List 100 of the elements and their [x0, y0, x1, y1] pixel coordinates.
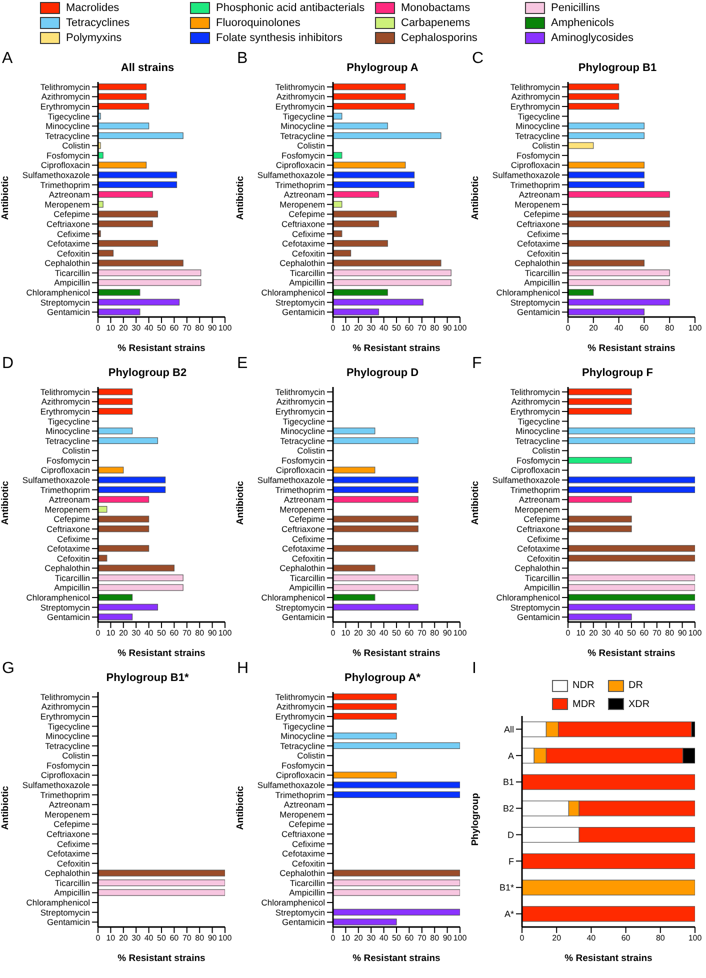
y-tick-label: Minocycline: [280, 731, 326, 742]
bar: [568, 298, 670, 306]
y-tick-label: A*: [504, 909, 514, 920]
y-tick-label: Streptomycin: [275, 602, 326, 612]
bar: [568, 181, 644, 188]
y-tick-label: Cefotaxime: [282, 848, 326, 859]
x-tick-label: 70: [182, 628, 192, 638]
legend-label: DR: [628, 680, 643, 692]
y-tick-label: Erythromycin: [510, 101, 560, 112]
bar: [568, 142, 594, 149]
bar: [333, 210, 397, 218]
bar: [568, 162, 644, 168]
x-tick-label: 70: [417, 934, 427, 943]
y-tick-label: Telithromycin: [40, 692, 90, 702]
bar: [333, 250, 352, 257]
y-tick-label: Cefotaxime: [517, 238, 560, 249]
y-tick-label: Cefoxitin: [526, 553, 560, 564]
x-tick-label: 30: [132, 628, 142, 638]
bar: [98, 428, 133, 434]
y-tick-label: Aztreonam: [518, 494, 560, 505]
bar: [98, 240, 158, 247]
x-tick-label: 50: [392, 628, 402, 638]
y-tick-label: Sulfamethoxazole: [492, 170, 560, 180]
x-tick-label: 80: [430, 628, 440, 638]
y-tick-label: Sulfamethoxazole: [492, 475, 560, 486]
y-tick-label: Azithromycin: [41, 396, 90, 407]
bar: [568, 132, 644, 140]
y-tick-label: Sulfamethoxazole: [22, 170, 90, 180]
x-tick-label: 60: [404, 934, 414, 943]
y-axis-title: Antibiotic: [470, 480, 482, 524]
y-tick-label: Aztreonam: [284, 494, 325, 505]
legend-label: Folate synthesis inhibitors: [216, 32, 343, 44]
x-tick-label: 80: [665, 324, 675, 333]
x-tick-label: 30: [366, 628, 376, 638]
y-tick-label: Cefepime: [54, 819, 90, 830]
x-axis-title: % Resistant strains: [118, 343, 206, 354]
y-tick-label: Gentamicin: [47, 612, 90, 622]
y-tick-label: Streptomycin: [40, 297, 90, 308]
x-tick-label: 70: [182, 324, 192, 333]
x-tick-label: 20: [118, 324, 128, 333]
y-tick-label: Aztreonam: [48, 494, 90, 505]
x-tick-label: 20: [588, 628, 598, 638]
y-tick-label: Minocycline: [46, 426, 90, 436]
y-tick-label: Ampicillin: [289, 582, 326, 593]
y-tick-label: Gentamicin: [517, 612, 560, 622]
x-tick-label: 60: [640, 324, 650, 333]
y-tick-label: Colistin: [62, 140, 90, 151]
y-tick-label: Cefixime: [526, 534, 560, 544]
bar: [98, 270, 202, 276]
chart-title: Phylogroup B2: [108, 367, 187, 379]
x-tick-label: 50: [627, 628, 636, 638]
y-tick-label: Ampicillin: [524, 278, 560, 288]
y-tick-label: Ciprofloxacin: [40, 770, 90, 780]
y-tick-label: Sulfamethoxazole: [257, 475, 326, 486]
x-tick-label: 80: [195, 628, 205, 638]
x-tick-label: 30: [602, 628, 612, 638]
y-tick-label: Telithromycin: [275, 82, 326, 92]
y-tick-label: Meropenem: [280, 809, 325, 820]
y-axis-title: Antibiotic: [235, 176, 247, 220]
bar: [568, 260, 644, 266]
y-tick-label: Minocycline: [46, 121, 90, 132]
x-axis-title: % Resistant strains: [588, 343, 676, 354]
y-tick-label: Chloramphenicol: [496, 288, 560, 298]
text: F: [472, 355, 482, 373]
y-tick-label: Trimethoprim: [40, 484, 90, 495]
y-tick-label: Meropenem: [280, 504, 325, 514]
y-tick-label: Ampicillin: [54, 582, 90, 593]
y-axis-title: Antibiotic: [235, 480, 247, 524]
y-tick-label: Gentamicin: [517, 307, 560, 318]
x-tick-label: 80: [430, 324, 440, 333]
bar: [98, 486, 166, 493]
bar: [98, 584, 184, 591]
x-axis-title: % Resistant strains: [564, 953, 652, 964]
y-tick-label: Gentamicin: [47, 917, 90, 928]
x-tick-label: 80: [656, 934, 666, 943]
y-tick-label: Meropenem: [44, 809, 90, 820]
x-tick-label: 20: [354, 628, 364, 638]
y-tick-label: Fosfomycin: [516, 150, 560, 160]
y-tick-label: Sulfamethoxazole: [257, 170, 326, 180]
y-tick-label: Tetracycline: [280, 740, 326, 751]
y-tick-label: Telithromycin: [510, 82, 560, 92]
y-axis-title: Antibiotic: [0, 176, 12, 220]
x-tick-label: 60: [170, 934, 180, 943]
x-tick-label: 20: [588, 324, 598, 333]
bar: [98, 594, 133, 601]
y-tick-label: Ticarcillin: [524, 268, 560, 278]
y-tick-label: Ticarcillin: [54, 268, 90, 278]
x-tick-label: 60: [170, 628, 180, 638]
x-tick-label: 80: [430, 934, 440, 943]
x-tick-label: 60: [640, 628, 650, 638]
x-tick-label: 100: [688, 628, 702, 638]
y-tick-label: Tigecycline: [282, 721, 326, 732]
y-tick-label: Trimethoprim: [40, 790, 90, 800]
bar: [333, 162, 406, 168]
bar: [98, 496, 150, 503]
bar: [333, 298, 424, 306]
x-tick-label: 40: [379, 628, 389, 638]
x-tick-label: 20: [354, 934, 364, 943]
y-tick-label: Azithromycin: [41, 92, 90, 102]
y-tick-label: Cefotaxime: [517, 544, 560, 554]
